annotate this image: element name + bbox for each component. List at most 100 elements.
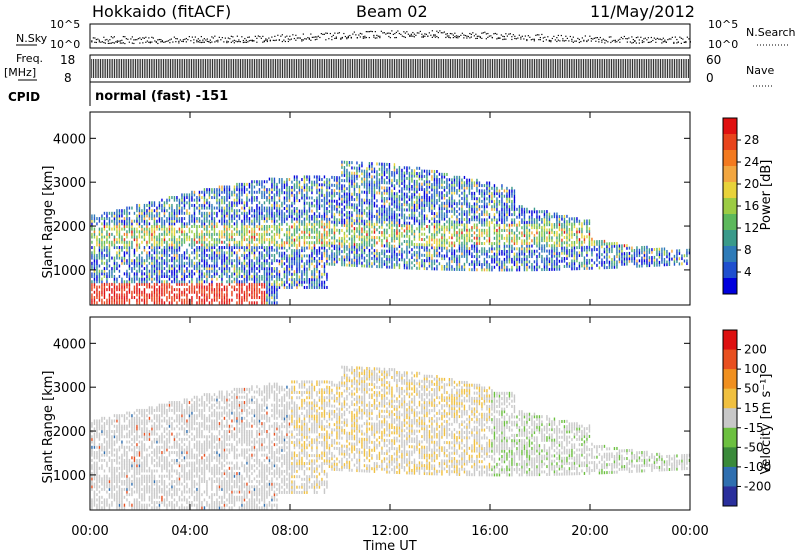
power-point xyxy=(206,264,208,268)
power-point xyxy=(176,243,178,247)
power-point xyxy=(343,263,346,267)
power-point xyxy=(371,180,373,184)
power-point xyxy=(341,179,343,183)
power-point xyxy=(123,246,126,250)
power-point xyxy=(243,277,246,281)
nsky-point xyxy=(538,34,540,36)
power-point xyxy=(393,163,396,167)
power-point xyxy=(271,206,273,210)
power-point xyxy=(236,267,238,271)
power-point xyxy=(198,232,201,236)
power-point xyxy=(198,298,201,302)
power-point xyxy=(213,298,216,302)
power-point xyxy=(281,212,283,216)
power-point xyxy=(266,267,268,271)
power-point xyxy=(311,230,313,234)
power-point xyxy=(333,223,336,227)
power-point xyxy=(356,192,358,196)
power-point xyxy=(193,264,196,268)
power-point xyxy=(353,242,356,246)
power-point xyxy=(288,259,291,263)
cpid-value: normal (fast) -151 xyxy=(95,89,229,104)
power-point xyxy=(378,217,381,221)
power-point xyxy=(226,285,228,289)
power-point xyxy=(363,235,366,239)
power-point xyxy=(298,228,301,232)
power-point xyxy=(238,198,241,202)
power-point xyxy=(303,254,306,258)
power-point xyxy=(121,211,123,215)
power-point xyxy=(268,232,271,236)
power-point xyxy=(128,298,131,302)
power-point xyxy=(373,243,376,247)
power-point xyxy=(233,269,236,273)
power-point xyxy=(396,258,398,262)
power-point xyxy=(328,183,331,187)
power-point xyxy=(416,253,418,257)
nsky-point xyxy=(578,41,580,44)
power-point xyxy=(298,262,301,266)
power-point xyxy=(233,277,236,281)
power-point xyxy=(383,249,386,253)
power-point xyxy=(416,182,418,186)
power-point xyxy=(326,191,328,195)
power-point xyxy=(98,272,101,276)
nsky-point xyxy=(434,34,436,36)
power-point xyxy=(361,201,363,205)
nsky-point xyxy=(200,35,202,38)
power-point xyxy=(181,267,183,271)
power-point xyxy=(323,180,326,184)
nsky-point xyxy=(676,42,678,44)
power-point xyxy=(271,198,273,202)
power-point xyxy=(336,218,338,222)
power-point xyxy=(146,243,148,247)
power-point xyxy=(373,235,376,239)
power-point xyxy=(108,222,111,226)
power-point xyxy=(326,285,328,289)
power-point xyxy=(206,198,208,202)
nsky-point xyxy=(277,34,279,36)
power-point xyxy=(141,261,143,265)
power-point xyxy=(208,232,211,236)
power-point xyxy=(273,280,276,284)
power-point xyxy=(276,285,278,289)
power-point xyxy=(256,232,258,236)
power-point xyxy=(263,293,266,297)
power-point xyxy=(403,213,406,217)
nsky-point xyxy=(487,36,489,38)
nsky-point xyxy=(658,38,660,40)
power-point xyxy=(336,199,338,203)
power-point xyxy=(366,214,368,218)
power-point xyxy=(196,253,198,257)
power-point xyxy=(161,256,163,260)
power-point xyxy=(98,293,101,297)
power-point xyxy=(158,293,161,297)
nsky-point xyxy=(643,38,645,40)
nsky-point xyxy=(625,38,627,40)
power-point xyxy=(121,293,123,297)
power-point xyxy=(186,296,188,300)
nsky-point xyxy=(341,36,343,39)
power-point xyxy=(243,227,246,231)
power-point xyxy=(218,188,221,192)
power-point xyxy=(253,280,256,284)
power-point xyxy=(281,185,283,189)
nsky-point xyxy=(287,38,289,40)
power-point xyxy=(193,209,196,213)
power-point xyxy=(98,219,101,223)
power-point xyxy=(343,244,346,248)
nsky-point xyxy=(145,41,147,43)
power-point xyxy=(308,188,311,192)
power-point xyxy=(256,261,258,265)
power-point xyxy=(343,258,346,262)
power-point xyxy=(176,214,178,218)
nsky-point xyxy=(247,41,249,43)
nsky-tick-bottom: 10^0 xyxy=(50,38,80,51)
nsky-point xyxy=(688,38,690,40)
power-point xyxy=(261,253,263,257)
power-point xyxy=(248,251,251,255)
power-point xyxy=(356,253,358,257)
nsky-point xyxy=(253,40,255,42)
power-point xyxy=(351,258,353,262)
power-point xyxy=(136,293,138,297)
